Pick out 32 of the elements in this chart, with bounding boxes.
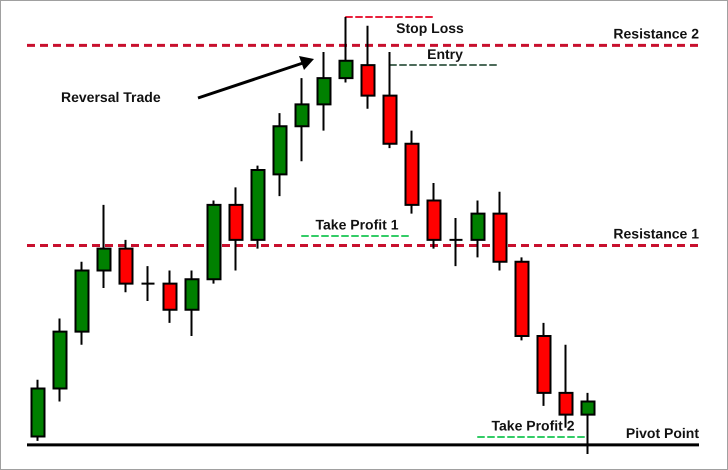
candlestick bbox=[184, 269, 200, 338]
candlestick bbox=[30, 378, 46, 442]
candlestick bbox=[448, 217, 464, 268]
candlestick bbox=[140, 265, 156, 302]
candlestick bbox=[250, 164, 266, 250]
series-label: Take Profit 1 bbox=[316, 216, 399, 232]
candlestick bbox=[118, 238, 134, 294]
candlestick bbox=[162, 269, 178, 324]
candlestick bbox=[514, 256, 530, 342]
ref-line-label: Resistance 1 bbox=[613, 226, 700, 242]
candlestick bbox=[52, 318, 68, 403]
candlestick bbox=[272, 112, 288, 198]
candlestick bbox=[74, 260, 90, 346]
annotation: Reversal Trade bbox=[61, 89, 161, 105]
candlestick bbox=[338, 16, 354, 84]
candlestick bbox=[536, 322, 552, 407]
candlestick bbox=[96, 204, 112, 289]
candlestick bbox=[228, 186, 244, 272]
candlestick bbox=[426, 182, 442, 250]
ref-line-label: Pivot Point bbox=[626, 424, 700, 441]
ref-line-label: Resistance 2 bbox=[613, 25, 700, 42]
candlestick bbox=[404, 130, 420, 215]
candlestick bbox=[316, 50, 332, 132]
series-label: Take Profit 2 bbox=[492, 418, 575, 434]
series-label: Entry bbox=[427, 46, 464, 62]
candlestick bbox=[294, 77, 310, 162]
series-label: Stop Loss bbox=[396, 20, 464, 36]
candlestick bbox=[470, 200, 486, 258]
candlestick bbox=[360, 24, 376, 110]
candlestick bbox=[206, 200, 222, 285]
candlestick bbox=[382, 50, 398, 150]
candlestick bbox=[492, 190, 508, 272]
